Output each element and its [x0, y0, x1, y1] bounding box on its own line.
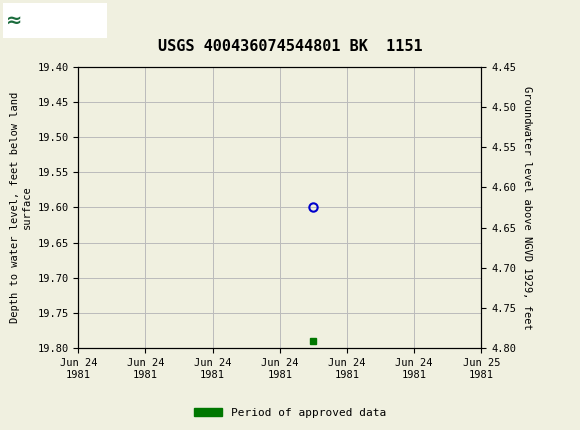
Y-axis label: Groundwater level above NGVD 1929, feet: Groundwater level above NGVD 1929, feet	[521, 86, 532, 329]
Text: USGS: USGS	[41, 12, 96, 29]
Text: USGS 400436074544801 BK  1151: USGS 400436074544801 BK 1151	[158, 39, 422, 54]
Y-axis label: Depth to water level, feet below land
surface: Depth to water level, feet below land su…	[10, 92, 32, 323]
Bar	[3, 3, 107, 37]
Legend: Period of approved data: Period of approved data	[190, 403, 390, 422]
Text: ≈: ≈	[6, 11, 22, 30]
